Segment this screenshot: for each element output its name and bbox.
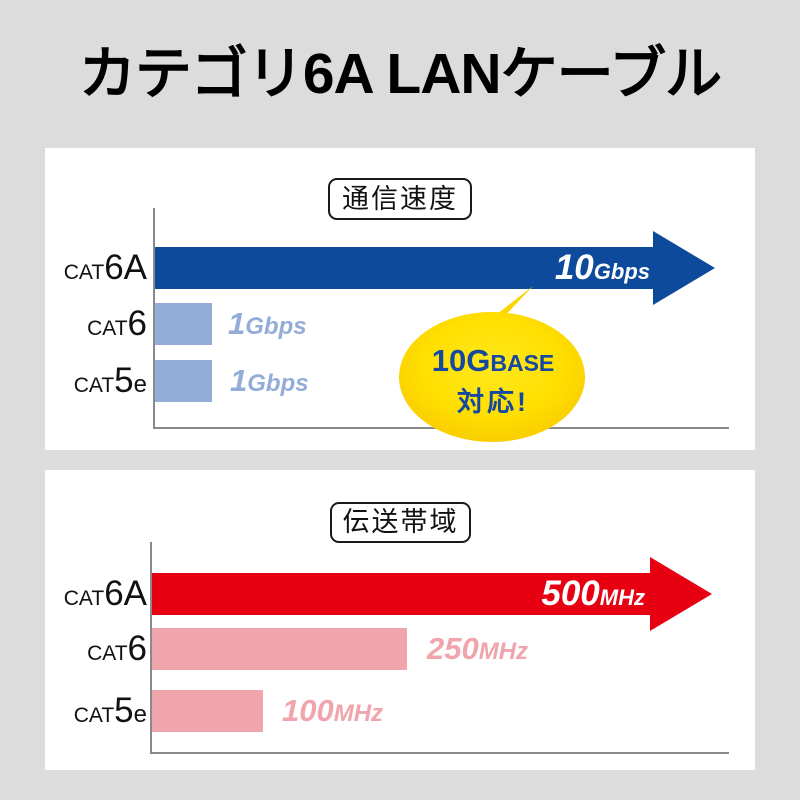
value-unit: MHz [599, 585, 645, 610]
value-number: 1 [228, 306, 246, 341]
speed-bar-cat6 [155, 303, 212, 345]
bandwidth-panel-title: 伝送帯域 [330, 502, 471, 543]
bandwidth-row-label-cat6a: CAT6A [55, 572, 147, 616]
callout-line1: 10GBASE [402, 344, 584, 384]
speed-value-cat6: 1Gbps [228, 303, 307, 345]
cat-prefix: CAT [63, 587, 105, 610]
speed-row-label-cat6a: CAT6A [55, 246, 147, 290]
bandwidth-bar-cat5e [152, 690, 263, 732]
callout-line2: 対応! [457, 387, 529, 417]
bandwidth-value-cat5e: 100MHz [282, 690, 383, 732]
value-unit: MHz [333, 700, 384, 727]
cat-main: 6A [104, 248, 147, 287]
cat-suffix: e [133, 701, 147, 728]
speed-row-label-cat5e: CAT5e [55, 359, 147, 403]
bandwidth-value-cat6a: 500MHz [435, 573, 645, 615]
bandwidth-y-axis [150, 542, 152, 754]
callout-bubble-icon [399, 286, 585, 442]
cat-prefix: CAT [73, 374, 115, 397]
value-unit: Gbps [245, 313, 307, 340]
cat-main: 6 [127, 629, 147, 668]
value-unit: MHz [478, 638, 529, 665]
speed-arrow-head-icon [653, 231, 715, 305]
value-unit: Gbps [593, 259, 650, 284]
bandwidth-bar-cat6 [152, 628, 407, 670]
bandwidth-row-label-cat5e: CAT5e [55, 689, 147, 733]
callout-10g: 10G [431, 343, 491, 378]
cat-main: 5 [114, 691, 134, 730]
value-number: 10 [554, 248, 594, 287]
speed-row-label-cat6: CAT6 [55, 302, 147, 346]
value-number: 500 [541, 574, 600, 613]
speed-panel: 通信速度 CAT6A 10Gbps CAT6 1Gbps CAT5e 1Gbps [45, 148, 755, 450]
callout-text: 10GBASE 対応! [402, 344, 584, 421]
cat-suffix: e [133, 371, 147, 398]
speed-bar-cat6a [155, 247, 653, 289]
cat-main: 5 [114, 361, 134, 400]
cat-main: 6A [104, 574, 147, 613]
page-title: カテゴリ6A LANケーブル [78, 42, 722, 106]
bandwidth-panel: 伝送帯域 CAT6A 500MHz CAT6 250MHz CAT5e 100M… [45, 470, 755, 770]
cat-prefix: CAT [73, 704, 115, 727]
cat-main: 6 [127, 304, 147, 343]
speed-value-cat6a: 10Gbps [445, 247, 650, 289]
callout-base: BASE [490, 350, 555, 376]
bandwidth-value-cat6: 250MHz [427, 628, 528, 670]
cat-prefix: CAT [87, 317, 128, 340]
bandwidth-x-axis [150, 752, 729, 754]
speed-panel-title: 通信速度 [328, 178, 472, 220]
bandwidth-row-label-cat6: CAT6 [55, 627, 147, 671]
callout-ellipse [399, 312, 585, 442]
value-number: 100 [282, 693, 334, 728]
cat-prefix: CAT [63, 261, 105, 284]
bandwidth-arrow-head-icon [650, 557, 712, 631]
speed-y-axis [153, 208, 155, 429]
cat-prefix: CAT [87, 642, 128, 665]
speed-bar-cat5e [155, 360, 212, 402]
bandwidth-bar-cat6a [152, 573, 650, 615]
speed-value-cat5e: 1Gbps [230, 360, 309, 402]
value-number: 250 [427, 631, 479, 666]
value-unit: Gbps [247, 370, 309, 397]
value-number: 1 [230, 363, 248, 398]
